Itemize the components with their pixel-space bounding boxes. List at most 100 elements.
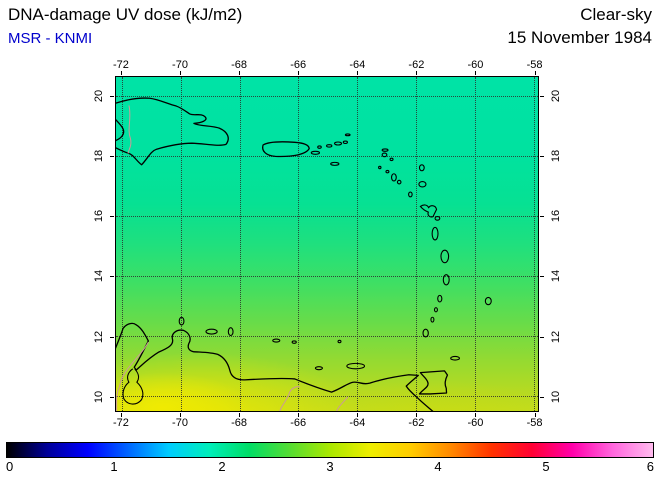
- island: [435, 217, 440, 221]
- lon-tick-label-bottom: -66: [290, 417, 307, 429]
- island: [206, 329, 217, 334]
- island: [431, 317, 434, 322]
- trinidad-coastline: [419, 371, 447, 394]
- colorbar-tick-label: 4: [434, 459, 442, 474]
- colorbar: [6, 442, 654, 458]
- island: [327, 145, 332, 147]
- lon-tick-mark: [416, 413, 418, 417]
- lon-gridline: [533, 77, 535, 411]
- lat-gridline: [116, 396, 538, 398]
- lon-tick-label-bottom: -60: [467, 417, 484, 429]
- colorbar-tick-label: 5: [542, 459, 550, 474]
- island: [419, 182, 426, 187]
- lon-tick-label-top: -70: [172, 59, 188, 71]
- lat-tick-mark: [110, 216, 114, 218]
- lon-tick-label-bottom: -58: [526, 417, 543, 429]
- lon-tick-mark: [357, 413, 359, 417]
- guadeloupe-coastline: [420, 205, 436, 217]
- lat-tick-mark: [540, 155, 544, 157]
- lat-gridline: [116, 216, 538, 218]
- lon-tick-mark: [416, 71, 418, 75]
- lon-gridline: [357, 77, 359, 411]
- lon-tick-label-bottom: -72: [112, 417, 129, 429]
- lon-tick-mark: [534, 71, 536, 75]
- lat-tick-label-right: 14: [550, 270, 562, 283]
- colorbar-labels: 0 1 2 3 4 5 6: [6, 459, 654, 477]
- lat-tick-mark: [110, 155, 114, 157]
- island: [438, 295, 442, 302]
- coastline-group: [116, 98, 447, 411]
- lat-tick-label-right: 16: [550, 210, 562, 223]
- island: [331, 162, 339, 165]
- lat-tick-mark: [110, 396, 114, 398]
- coastlines-svg: [116, 77, 538, 411]
- island: [338, 340, 341, 342]
- lon-tick-mark: [534, 413, 536, 417]
- lon-tick-mark: [357, 71, 359, 75]
- island: [345, 134, 350, 136]
- island: [179, 317, 184, 325]
- lat-tick-label-right: 20: [550, 89, 562, 102]
- lon-tick-label-top: -66: [290, 59, 307, 71]
- lat-tick-label-left: 16: [93, 210, 105, 223]
- island: [451, 356, 460, 360]
- lat-tick-label-left: 12: [93, 330, 105, 343]
- sky-condition-label: Clear-sky: [580, 5, 652, 24]
- island: [485, 297, 491, 304]
- island: [443, 275, 449, 285]
- lat-gridline: [116, 156, 538, 158]
- borders-group: [116, 105, 347, 411]
- island: [392, 174, 397, 181]
- lat-tick-mark: [110, 95, 114, 97]
- south-america-coastline: [116, 323, 434, 411]
- map-gridlines: [116, 77, 538, 411]
- lon-tick-mark: [239, 71, 241, 75]
- island: [334, 142, 341, 145]
- lat-tick-label-left: 18: [93, 149, 105, 162]
- lon-gridline: [474, 77, 476, 411]
- lon-tick-label-bottom: -68: [231, 417, 248, 429]
- island: [318, 146, 322, 148]
- island: [382, 149, 388, 151]
- lat-gridline: [116, 276, 538, 278]
- island: [292, 341, 296, 343]
- lat-tick-label-left: 10: [93, 390, 105, 404]
- source-label: MSR - KNMI: [8, 30, 93, 47]
- lon-tick-label-bottom: -64: [349, 417, 366, 429]
- lon-tick-label-bottom: -70: [172, 417, 188, 429]
- lon-tick-mark: [475, 71, 477, 75]
- island: [382, 153, 387, 157]
- lon-tick-mark: [298, 413, 300, 417]
- island: [434, 308, 437, 312]
- lon-tick-label-top: -62: [408, 59, 425, 71]
- lon-gridline: [121, 77, 123, 411]
- colombia-venezuela-border: [116, 342, 148, 411]
- lon-tick-mark: [120, 71, 122, 75]
- lat-tick-mark: [540, 396, 544, 398]
- lon-tick-label-top: -58: [526, 59, 543, 71]
- haiti-dr-border: [128, 105, 131, 153]
- inland-border-line: [279, 387, 300, 411]
- island: [409, 192, 413, 197]
- lon-tick-mark: [180, 413, 181, 417]
- puerto-rico-coastline: [263, 142, 310, 157]
- island: [379, 166, 381, 168]
- lat-tick-label-left: 14: [93, 270, 105, 283]
- colorbar-tick-label: 2: [218, 459, 226, 474]
- colorbar-tick-label: 0: [6, 459, 14, 474]
- lat-tick-label-right: 18: [550, 149, 562, 162]
- lon-gridline: [298, 77, 300, 411]
- lon-tick-label-bottom: -62: [408, 417, 425, 429]
- island: [315, 367, 322, 370]
- lon-gridline: [415, 77, 417, 411]
- lat-gridline: [116, 336, 538, 338]
- islands-group: [179, 134, 491, 370]
- map-plot: [115, 76, 539, 412]
- lat-tick-mark: [540, 336, 544, 338]
- lon-tick-mark: [120, 413, 122, 417]
- lat-tick-mark: [540, 276, 544, 278]
- colorbar-tick-label: 3: [326, 459, 334, 474]
- figure-title: DNA-damage UV dose (kJ/m2): [8, 5, 243, 24]
- lon-tick-label-top: -60: [467, 59, 484, 71]
